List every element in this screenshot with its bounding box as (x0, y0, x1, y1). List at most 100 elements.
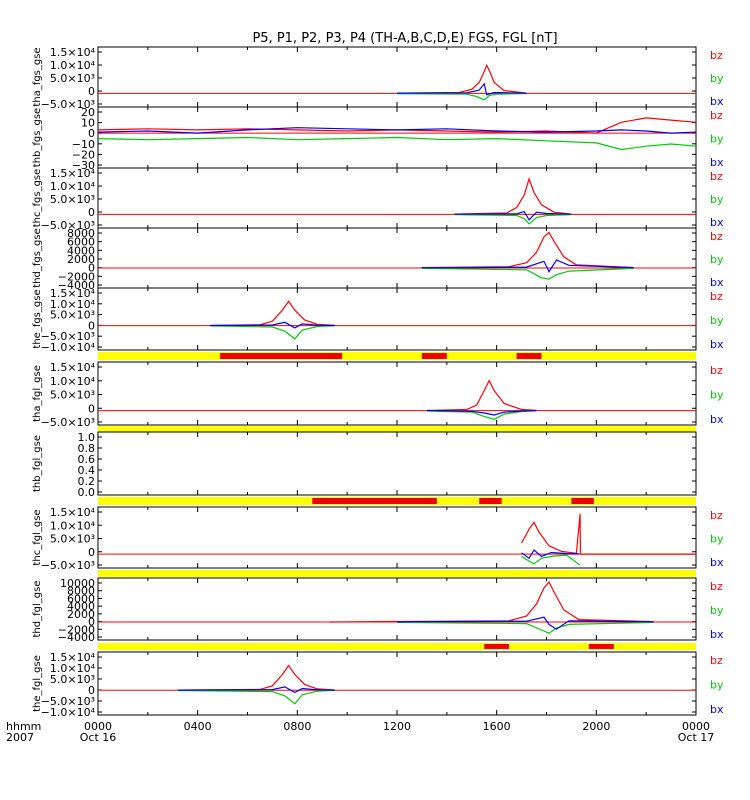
status-bar (98, 352, 696, 360)
y-tick-label: 0.0 (78, 486, 96, 499)
y-tick-label: −4000 (58, 279, 95, 292)
panel-the_fgl_gse: 1.5×10⁴1.0×10⁴5.0×10³0−5.0×10³−1.0×10⁴th… (32, 651, 724, 719)
y-tick-label: 1.0×10⁴ (50, 662, 96, 675)
legend-bz: bz (710, 580, 723, 593)
legend-by: by (710, 679, 724, 692)
legend-bz: bz (710, 290, 723, 303)
series-bz-line (521, 513, 696, 555)
series-bz-line (177, 664, 335, 691)
y-tick-label: −5.0×10³ (41, 98, 95, 111)
y-tick-label: 1.5×10⁴ (50, 46, 96, 59)
legend-bx: bx (710, 703, 724, 716)
status-bar-segment (588, 644, 614, 649)
plot-frame (97, 361, 697, 426)
y-tick-label: 20 (81, 106, 95, 119)
series-by-line (521, 554, 581, 566)
y-tick-label: 5.0×10³ (50, 309, 95, 322)
y-tick-label: 0 (88, 616, 95, 629)
status-bar-segment (220, 353, 343, 359)
y-tick-label: 1.5×10⁴ (50, 506, 96, 519)
legend-bx: bx (710, 628, 724, 641)
series-bz-line (329, 580, 654, 623)
y-tick-label: 0 (88, 127, 95, 140)
y-tick-label: 8000 (67, 585, 95, 598)
y-tick-label: −10 (72, 138, 95, 151)
y-tick-label: 6000 (67, 236, 95, 249)
y-tick-label: −1.0×10⁴ (41, 706, 96, 719)
legend-by: by (710, 389, 724, 402)
time-label-year: 2007 (6, 731, 34, 744)
y-tick-label: 0 (88, 206, 95, 219)
y-tick-label: 1.5×10⁴ (50, 361, 96, 374)
series-bx-line (426, 409, 537, 416)
y-tick-label: 6000 (67, 592, 95, 605)
panel-thc_fgl_gse: 1.5×10⁴1.0×10⁴5.0×10³0−5.0×10³thc_fgl_gs… (32, 506, 724, 577)
y-tick-label: 5.0×10³ (50, 533, 95, 546)
y-tick-label: 0.6 (78, 453, 96, 466)
plot-frame (97, 46, 697, 108)
legend-bx: bx (710, 338, 724, 351)
x-tick-label: 0400 (184, 720, 212, 733)
legend-by: by (710, 533, 724, 546)
legend-by: by (710, 253, 724, 266)
y-axis-label: tha_fgs_gse (32, 47, 43, 106)
series-by-line (396, 621, 654, 634)
y-axis-label: thd_fgl_gse (32, 581, 43, 638)
y-axis-label: thb_fgl_gse (32, 435, 43, 492)
legend-by: by (710, 314, 724, 327)
x-tick-label: 0000 (682, 720, 710, 733)
y-tick-label: −2000 (58, 270, 95, 283)
panel-the_fgs_gse: 1.5×10⁴1.0×10⁴5.0×10³0−5.0×10³−1.0×10⁴th… (32, 287, 724, 360)
legend-by: by (710, 193, 724, 206)
y-tick-label: 1.0×10⁴ (50, 298, 96, 311)
y-axis-label: the_fgs_gse (32, 289, 43, 348)
panel-tha_fgs_gse: 1.5×10⁴1.0×10⁴5.0×10³0−5.0×10³tha_fgs_gs… (32, 46, 724, 111)
series-by-line (97, 136, 697, 151)
x-tick-label: 2000 (582, 720, 610, 733)
panel-tha_fgl_gse: 1.5×10⁴1.0×10⁴5.0×10³0−5.0×10³tha_fgl_gs… (32, 361, 724, 432)
series-bx-line (177, 686, 335, 694)
y-tick-label: 1.0×10⁴ (50, 180, 96, 193)
plot-frame (97, 506, 697, 569)
y-tick-label: −2000 (58, 623, 95, 636)
legend-bx: bx (710, 276, 724, 289)
chart-title: P5, P1, P2, P3, P4 (TH-A,B,C,D,E) FGS, F… (252, 31, 557, 46)
y-tick-label: −1.0×10⁴ (41, 341, 96, 354)
x-tick-label: 1600 (483, 720, 511, 733)
status-bar-segment (421, 353, 447, 359)
time-axis: 0000 0400 0800 1200 1600 2000 0000 (84, 720, 710, 733)
y-tick-label: 1.5×10⁴ (50, 287, 96, 300)
y-tick-label: 8000 (67, 227, 95, 240)
y-tick-label: 0 (88, 546, 95, 559)
series-by-line (454, 214, 572, 225)
legend-bz: bz (710, 230, 723, 243)
date-end-label: Oct 17 (678, 731, 715, 744)
series-bx-line (521, 549, 579, 560)
y-tick-label: 10000 (60, 577, 95, 590)
plot-frame (97, 227, 697, 289)
legend-bx: bx (710, 216, 724, 229)
y-tick-label: 2000 (67, 253, 95, 266)
series-bz-line (396, 63, 527, 94)
series-bz-line (426, 379, 537, 412)
legend-bz: bz (710, 364, 723, 377)
y-tick-label: −5.0×10³ (41, 219, 95, 232)
y-tick-label: 0 (88, 402, 95, 415)
y-tick-label: 0.2 (78, 475, 96, 488)
y-tick-label: −30 (72, 159, 95, 172)
y-axis-label: the_fgl_gse (32, 655, 43, 712)
plot-frame (97, 577, 697, 641)
series-bx-line (396, 82, 527, 96)
y-axis-label: thb_fgs_gse (32, 108, 43, 167)
time-label-hhmm: hhmm (6, 720, 41, 733)
y-axis-label: thd_fgs_gse (32, 228, 43, 287)
y-tick-label: −4000 (58, 631, 95, 644)
series-bx-line (454, 210, 572, 221)
legend-by: by (710, 133, 724, 146)
status-bar-segment (479, 498, 502, 504)
plot-frame (97, 167, 697, 229)
series-by-line (177, 689, 335, 705)
y-tick-label: 5.0×10³ (50, 193, 95, 206)
legend-bx: bx (710, 156, 724, 169)
